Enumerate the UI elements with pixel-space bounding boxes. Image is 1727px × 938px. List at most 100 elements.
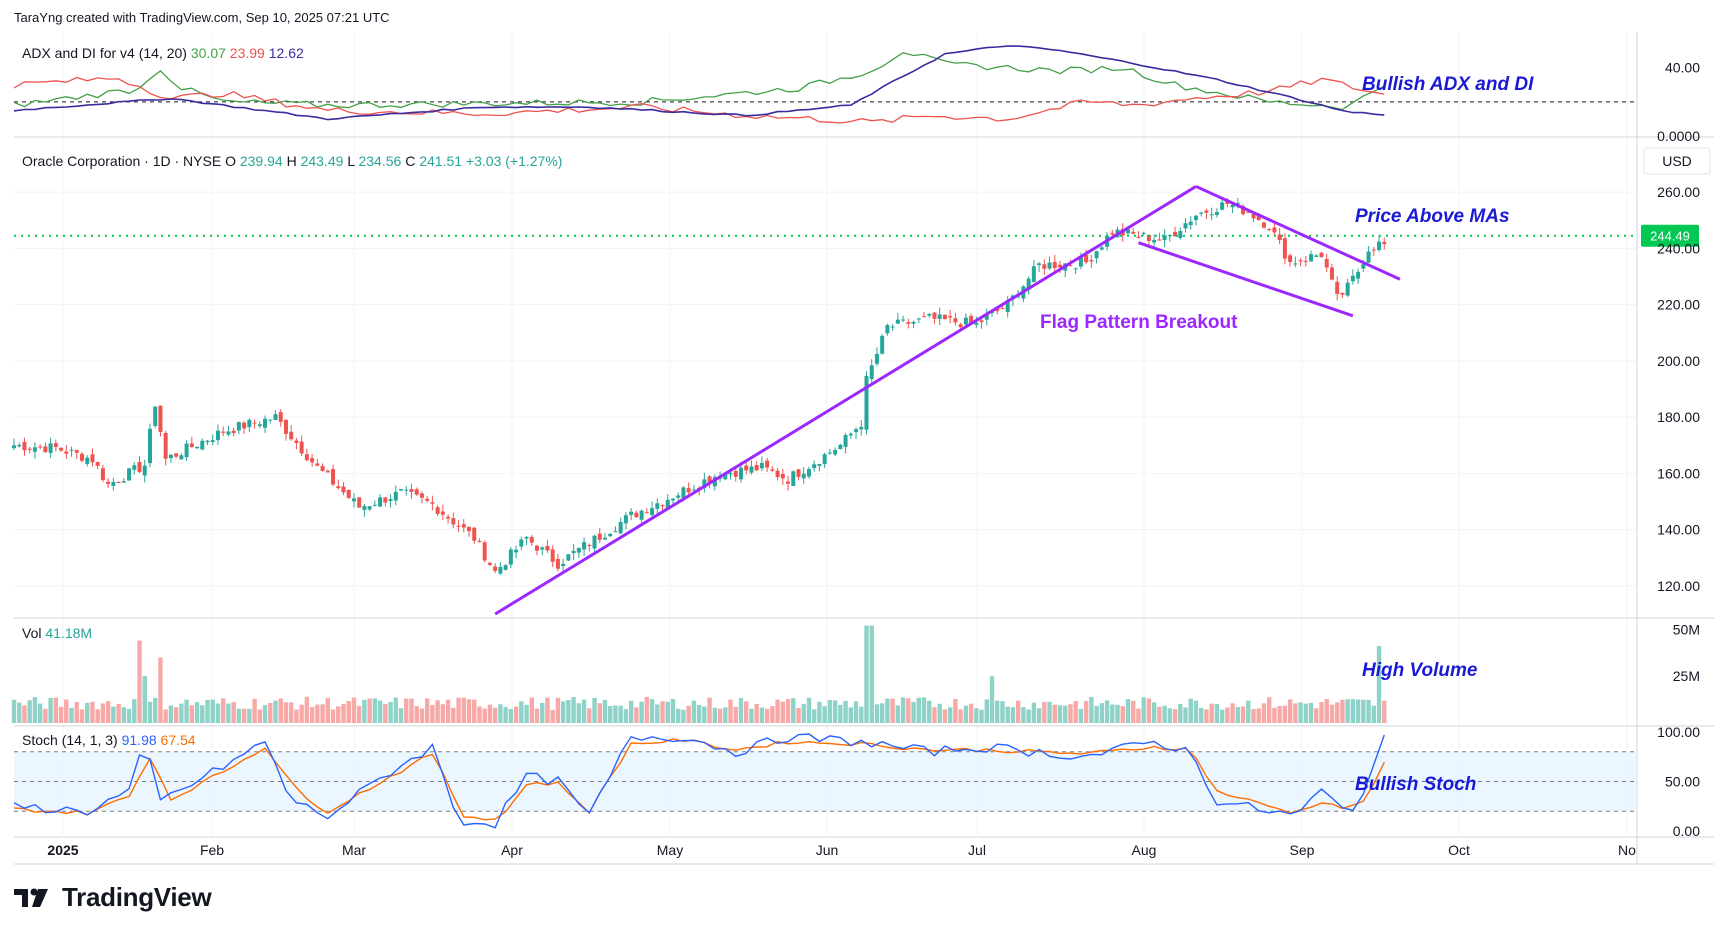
candle-body bbox=[472, 527, 477, 541]
volume-bar bbox=[1371, 705, 1376, 723]
candle-body bbox=[17, 444, 22, 447]
candle-body bbox=[482, 542, 487, 561]
volume-bar bbox=[1141, 697, 1146, 723]
volume-bar bbox=[1209, 703, 1214, 723]
candle-body bbox=[1188, 221, 1193, 226]
candle-body bbox=[1371, 249, 1376, 251]
candle-body bbox=[283, 419, 288, 434]
candle-body bbox=[812, 464, 817, 469]
adx-axis-label: 0.0000 bbox=[1657, 128, 1700, 144]
candle-body bbox=[979, 320, 984, 323]
candle-body bbox=[1204, 210, 1209, 213]
volume-bar bbox=[581, 699, 587, 723]
time-axis-label: Jul bbox=[968, 842, 986, 858]
volume-bar bbox=[566, 699, 571, 723]
candle-body bbox=[1209, 214, 1214, 216]
candle-body bbox=[1272, 227, 1277, 233]
volume-bar bbox=[1319, 702, 1324, 723]
candle-body bbox=[404, 489, 409, 491]
volume-bar bbox=[1366, 699, 1371, 723]
candle-body bbox=[116, 481, 121, 483]
candle-body bbox=[916, 318, 921, 320]
candle-body bbox=[142, 465, 147, 476]
volume-bar bbox=[560, 701, 566, 723]
candle-body bbox=[1173, 232, 1178, 237]
candle-body bbox=[1110, 233, 1115, 235]
candle-body bbox=[1319, 252, 1324, 257]
candle-body bbox=[1335, 281, 1340, 294]
volume-bar bbox=[1350, 699, 1356, 723]
volume-bar bbox=[273, 700, 278, 723]
candle-body bbox=[775, 470, 780, 478]
currency-box bbox=[1643, 147, 1711, 175]
candle-body bbox=[1125, 229, 1130, 234]
volume-bar bbox=[1246, 700, 1251, 723]
volume-bar bbox=[1078, 708, 1084, 723]
candle-body bbox=[1183, 223, 1188, 229]
adx-value: 12.62 bbox=[269, 45, 304, 61]
volume-bar bbox=[503, 706, 508, 723]
volume-bar bbox=[1287, 699, 1293, 723]
volume-bar bbox=[576, 703, 582, 723]
volume-bar bbox=[911, 701, 916, 723]
volume-bar bbox=[838, 704, 843, 723]
volume-bar bbox=[158, 657, 163, 723]
candle-body bbox=[587, 544, 592, 546]
volume-bar bbox=[634, 707, 639, 723]
candle-body bbox=[226, 431, 231, 435]
volume-bar bbox=[775, 699, 780, 723]
volume-bar bbox=[733, 706, 738, 723]
volume-bar bbox=[32, 697, 38, 723]
volume-bar bbox=[1167, 708, 1173, 723]
volume-bar bbox=[1110, 704, 1115, 723]
candle-body bbox=[1052, 261, 1057, 268]
volume-bar bbox=[90, 701, 95, 723]
volume-bar bbox=[336, 706, 341, 723]
volume-bar bbox=[649, 699, 655, 723]
volume-bar bbox=[1000, 701, 1005, 723]
candle-body bbox=[1298, 260, 1303, 262]
candle-body bbox=[1094, 251, 1099, 259]
volume-bar bbox=[372, 698, 378, 723]
candle-body bbox=[780, 473, 785, 479]
volume-bar bbox=[1193, 700, 1199, 723]
candle-body bbox=[498, 566, 503, 574]
volume-bar bbox=[942, 709, 948, 723]
stoch-axis-label: 0.00 bbox=[1673, 823, 1700, 839]
volume-bar bbox=[974, 708, 979, 723]
tradingview-logo[interactable]: TradingView bbox=[14, 882, 212, 913]
volume-bar bbox=[1178, 703, 1183, 723]
volume-bar bbox=[1199, 707, 1204, 723]
candle-body bbox=[425, 498, 430, 501]
volume-bar bbox=[879, 703, 885, 723]
volume-bar bbox=[989, 676, 995, 723]
volume-bar bbox=[1036, 708, 1042, 723]
volume-bar bbox=[37, 703, 43, 723]
candle-body bbox=[1256, 215, 1261, 221]
candle-body bbox=[822, 454, 827, 465]
volume-bar bbox=[330, 709, 336, 723]
annotation-high-volume: High Volume bbox=[1362, 660, 1478, 681]
candle-body bbox=[859, 426, 864, 430]
volume-bar bbox=[639, 701, 644, 723]
candle-body bbox=[383, 497, 388, 503]
volume-bar bbox=[895, 705, 901, 723]
stoch-d-value: 67.54 bbox=[161, 732, 196, 748]
volume-bar bbox=[472, 699, 477, 723]
volume-bar bbox=[791, 698, 796, 723]
candle-body bbox=[786, 481, 791, 484]
header-credit: TaraYng created with TradingView.com, Se… bbox=[14, 10, 390, 25]
candle-body bbox=[634, 512, 639, 518]
volume-bar bbox=[64, 699, 69, 723]
volume-bar bbox=[393, 697, 398, 723]
candle-body bbox=[566, 554, 571, 561]
adx-line bbox=[13, 45, 1385, 121]
candle-body bbox=[744, 465, 749, 471]
di-minus-value: 23.99 bbox=[230, 45, 265, 61]
volume-bar bbox=[262, 705, 268, 723]
candle-body bbox=[163, 432, 168, 459]
candle-body bbox=[69, 449, 74, 451]
candle-body bbox=[200, 440, 205, 450]
volume-bar bbox=[1172, 709, 1178, 723]
